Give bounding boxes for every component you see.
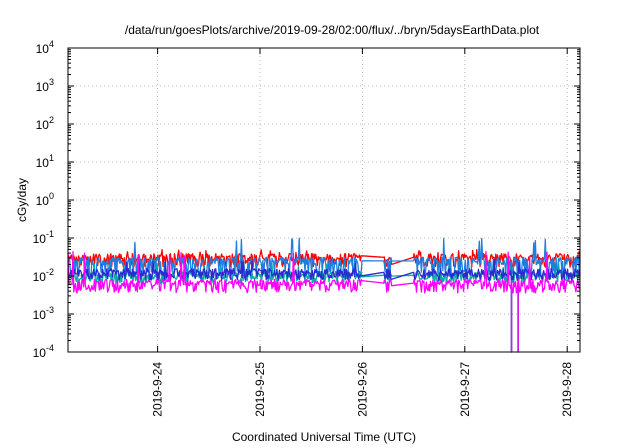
y-tick-label: 10-1	[33, 229, 54, 246]
y-tick-label: 103	[36, 77, 54, 94]
y-tick-label: 10-2	[33, 267, 54, 284]
y-tick-label: 101	[36, 153, 54, 170]
series-layer	[67, 237, 581, 353]
x-axis: 2019-9-24 2019-9-25 2019-9-26 2019-9-27 2019…	[151, 48, 574, 417]
x-tick-label: 2019-9-27	[458, 362, 472, 417]
y-tick-label: 104	[36, 39, 54, 56]
y-tick-label: 102	[36, 115, 54, 132]
y-axis-label: cGy/day	[15, 178, 29, 222]
series-line-5	[67, 250, 581, 353]
series-line-2	[67, 237, 581, 353]
x-tick-label: 2019-9-26	[355, 362, 369, 417]
x-tick-label: 2019-9-25	[253, 362, 267, 417]
y-tick-label: 100	[36, 191, 54, 208]
x-axis-label: Coordinated Universal Time (UTC)	[232, 430, 416, 444]
series-line-4	[67, 259, 581, 353]
x-tick-label: 2019-9-24	[151, 362, 165, 417]
y-axis: 10-4 10-3 10-2 10-1 100 101 102 103 104	[33, 39, 580, 360]
grid-layer	[68, 48, 580, 352]
x-tick-label: 2019-9-28	[560, 362, 574, 417]
chart-title: /data/run/goesPlots/archive/2019-09-28/0…	[125, 23, 540, 37]
y-tick-label: 10-4	[33, 343, 54, 360]
series-line-1	[67, 248, 581, 353]
y-tick-label: 10-3	[33, 305, 54, 322]
